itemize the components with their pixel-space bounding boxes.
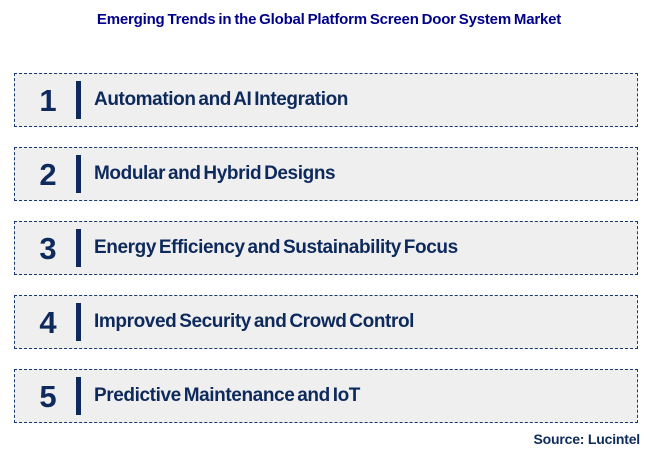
trend-item-1: 1 Automation and AI Integration [14,73,638,127]
trend-number: 5 [39,378,57,414]
trend-label: Energy Efficiency and Sustainability Foc… [94,237,458,258]
trend-item-2: 2 Modular and Hybrid Designs [14,147,638,201]
divider-bar [76,229,81,267]
trend-number: 1 [39,82,57,118]
trend-list: 1 Automation and AI Integration 2 Modula… [14,73,638,423]
source-caption: Source: Lucintel [533,431,641,447]
page-title: Emerging Trends in the Global Platform S… [96,11,562,28]
trend-item-5: 5 Predictive Maintenance and IoT [14,369,638,423]
trend-number: 4 [39,304,57,340]
trend-item-4: 4 Improved Security and Crowd Control [14,295,638,349]
trend-number: 3 [39,230,57,266]
divider-bar [76,155,81,193]
trend-label: Predictive Maintenance and IoT [94,385,361,406]
trend-item-3: 3 Energy Efficiency and Sustainability F… [14,221,638,275]
divider-bar [76,303,81,341]
trend-label: Improved Security and Crowd Control [94,311,415,332]
trend-label: Modular and Hybrid Designs [94,163,336,184]
divider-bar [76,377,81,415]
trend-label: Automation and AI Integration [94,89,349,110]
divider-bar [76,81,81,119]
trend-number: 2 [39,156,57,192]
